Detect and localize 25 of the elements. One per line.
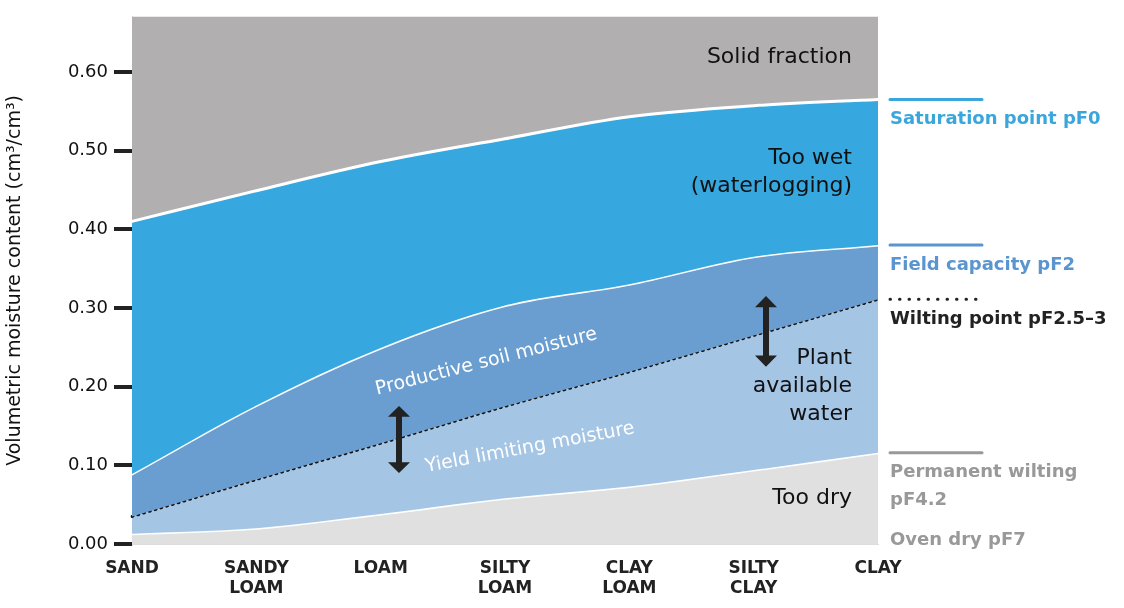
x-tick-label: CLAY xyxy=(854,556,903,577)
x-tick-label: LOAM xyxy=(353,556,408,577)
x-tick-label: CLAY LOAM xyxy=(602,556,657,598)
annotation: Plant available water xyxy=(752,344,853,426)
x-tick-label: SANDY LOAM xyxy=(223,556,290,598)
y-tick-label: 0.40 xyxy=(67,216,108,238)
y-tick-label: 0.00 xyxy=(67,531,108,553)
y-tick-label: 0.50 xyxy=(67,138,108,160)
text: Saturation point pF0 xyxy=(890,107,1101,129)
text: Field capacity pF2 xyxy=(890,252,1075,274)
text: Wilting point pF2.5–3 xyxy=(890,306,1107,328)
y-axis-title: Volumetric moisture content (cm³/cm³) xyxy=(2,95,25,466)
x-tick-label: SILTY LOAM xyxy=(477,556,533,598)
text: Permanent wilting pF4.2 xyxy=(890,460,1078,510)
y-tick-label: 0.20 xyxy=(67,374,108,396)
x-tick-label: SILTY CLAY xyxy=(728,556,780,598)
y-tick-label: 0.60 xyxy=(67,59,108,81)
text: Oven dry pF7 xyxy=(890,527,1026,549)
y-tick-label: 0.10 xyxy=(67,452,108,474)
y-tick-label: 0.30 xyxy=(67,295,108,317)
series-label: Yield limiting moisture xyxy=(422,415,636,477)
x-tick-label: SAND xyxy=(105,556,159,577)
series-label: Too wet (waterlogging) xyxy=(690,143,853,197)
band-label: Solid fraction xyxy=(706,42,852,68)
series-label: Too dry xyxy=(771,484,852,510)
